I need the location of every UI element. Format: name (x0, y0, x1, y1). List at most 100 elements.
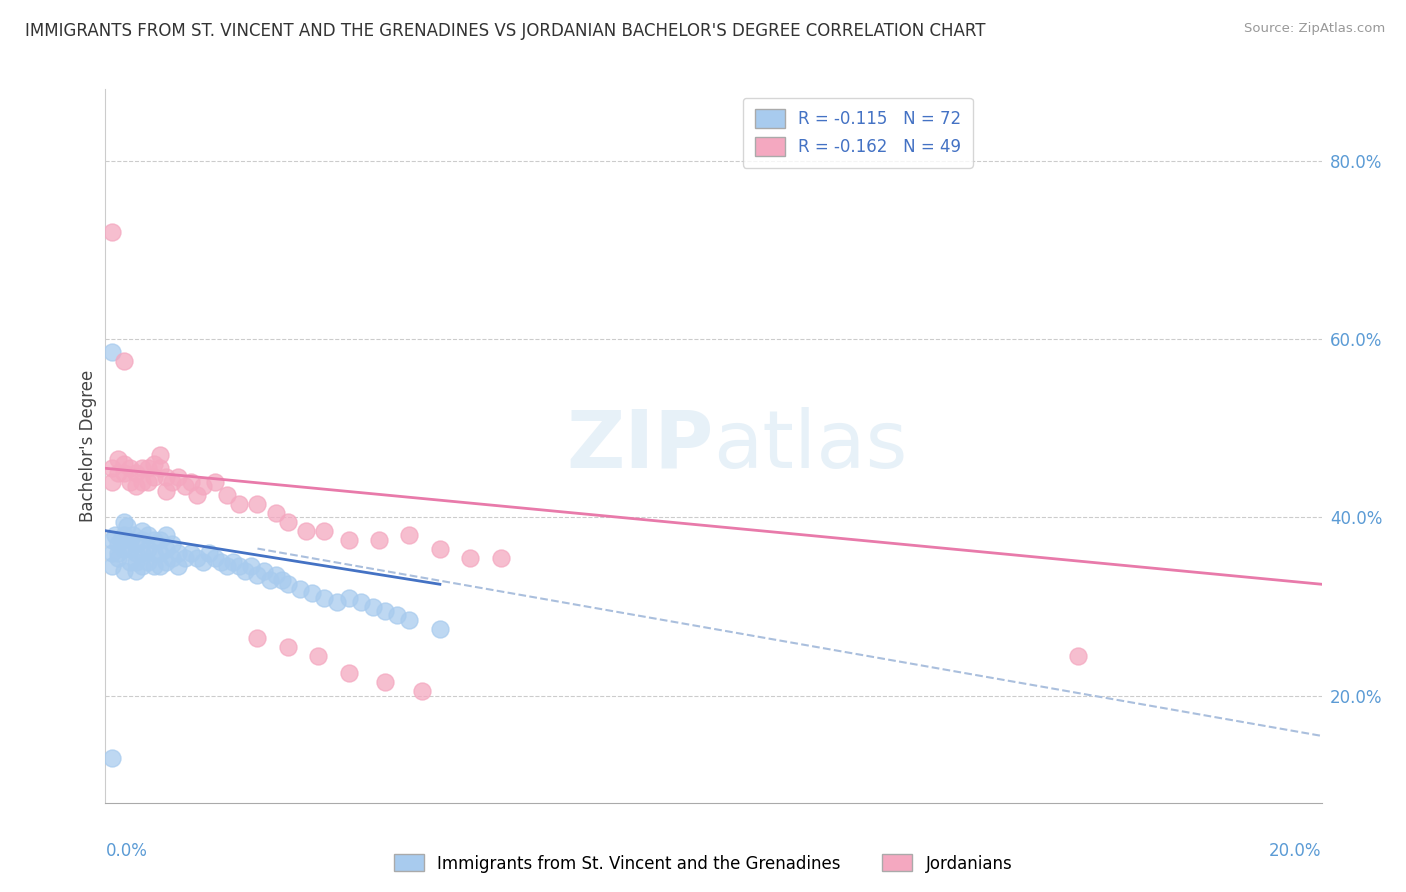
Point (155, 483, 177, 498)
Point (246, 631, 269, 645)
Point (186, 488, 208, 502)
Point (155, 470, 177, 484)
Point (180, 475, 202, 489)
Point (107, 550, 129, 565)
Point (295, 524, 318, 538)
Point (143, 457, 166, 471)
Point (204, 475, 226, 489)
Point (125, 537, 148, 551)
Point (162, 537, 184, 551)
Point (107, 546, 129, 560)
Point (131, 533, 153, 547)
Point (398, 613, 420, 627)
Point (191, 479, 214, 493)
Text: 0.0%: 0.0% (105, 842, 148, 860)
Point (204, 550, 226, 565)
Point (136, 475, 159, 489)
Legend: Immigrants from St. Vincent and the Grenadines, Jordanians: Immigrants from St. Vincent and the Gren… (387, 847, 1019, 880)
Point (217, 488, 239, 502)
Point (186, 550, 208, 565)
Point (136, 541, 159, 556)
Point (107, 452, 129, 467)
Point (252, 564, 274, 578)
Point (458, 550, 481, 565)
Point (217, 559, 239, 574)
Point (112, 466, 135, 480)
Point (277, 577, 299, 591)
Point (143, 533, 166, 547)
Point (350, 595, 373, 609)
Point (100, 546, 122, 560)
Point (246, 497, 269, 511)
Point (136, 555, 159, 569)
Point (115, 519, 138, 533)
Point (209, 555, 232, 569)
Point (264, 506, 287, 520)
Point (118, 555, 141, 569)
Point (149, 448, 172, 462)
Point (301, 586, 323, 600)
Point (143, 546, 166, 560)
Point (107, 537, 129, 551)
Point (228, 497, 250, 511)
Point (429, 622, 451, 636)
Point (167, 470, 190, 484)
Text: Source: ZipAtlas.com: Source: ZipAtlas.com (1244, 22, 1385, 36)
Point (173, 479, 195, 493)
Point (136, 528, 159, 542)
Point (112, 528, 135, 542)
Point (100, 559, 122, 574)
Point (198, 546, 221, 560)
Point (131, 524, 153, 538)
Point (314, 524, 336, 538)
Point (118, 533, 141, 547)
Point (100, 475, 122, 489)
Point (337, 533, 360, 547)
Point (259, 573, 281, 587)
Point (112, 541, 135, 556)
Point (131, 475, 153, 489)
Point (149, 533, 172, 547)
Point (112, 457, 135, 471)
Point (277, 515, 299, 529)
Point (100, 225, 122, 239)
Point (100, 751, 122, 765)
Point (125, 466, 148, 480)
Point (100, 533, 122, 547)
Point (110, 533, 132, 547)
Y-axis label: Bachelor's Degree: Bachelor's Degree (79, 370, 97, 522)
Text: atlas: atlas (713, 407, 908, 485)
Point (361, 599, 384, 614)
Point (429, 541, 451, 556)
Point (121, 528, 143, 542)
Point (118, 475, 141, 489)
Point (125, 555, 148, 569)
Point (125, 564, 148, 578)
Text: IMMIGRANTS FROM ST. VINCENT AND THE GRENADINES VS JORDANIAN BACHELOR'S DEGREE CO: IMMIGRANTS FROM ST. VINCENT AND THE GREN… (25, 22, 986, 40)
Point (125, 546, 148, 560)
Point (112, 515, 135, 529)
Point (387, 608, 409, 623)
Point (131, 546, 153, 560)
Point (118, 461, 141, 475)
Point (325, 595, 347, 609)
Text: 20.0%: 20.0% (1270, 842, 1322, 860)
Point (307, 648, 329, 663)
Point (155, 555, 177, 569)
Point (374, 604, 396, 618)
Point (107, 466, 129, 480)
Point (162, 550, 184, 565)
Point (277, 640, 299, 654)
Text: ZIP: ZIP (567, 407, 713, 485)
Point (136, 461, 159, 475)
Point (167, 546, 190, 560)
Point (118, 541, 141, 556)
Point (314, 591, 336, 605)
Point (1067, 648, 1090, 663)
Point (112, 354, 135, 368)
Point (162, 475, 184, 489)
Point (246, 568, 269, 582)
Point (149, 546, 172, 560)
Point (112, 564, 135, 578)
Point (337, 591, 360, 605)
